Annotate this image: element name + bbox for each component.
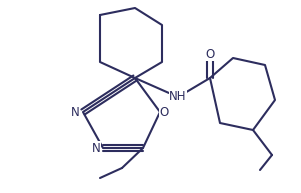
Text: O: O [205, 47, 215, 60]
Text: NH: NH [169, 91, 187, 103]
Text: N: N [71, 106, 79, 119]
Text: N: N [92, 141, 100, 155]
Text: O: O [159, 106, 169, 119]
